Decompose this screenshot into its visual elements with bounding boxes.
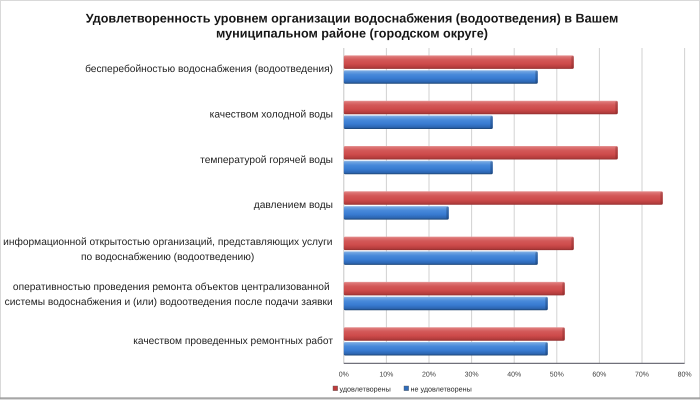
svg-text:оперативностью проведения ремо: оперативностью проведения ремонта объект… [13,282,330,293]
svg-text:80%: 80% [678,372,692,379]
svg-text:не удовлетворены: не удовлетворены [411,385,472,394]
svg-text:60%: 60% [592,372,606,379]
svg-text:давлением воды: давлением воды [254,200,333,211]
svg-text:50%: 50% [550,372,564,379]
svg-text:10%: 10% [379,372,393,379]
svg-text:20%: 20% [422,372,436,379]
svg-text:муниципальном районе (городско: муниципальном районе (городском округе) [216,27,488,41]
svg-text:системы водоснабжения и (или): системы водоснабжения и (или) водоотведе… [5,297,333,308]
svg-text:по водоснабжению (водоотведени: по водоснабжению (водоотведению) [81,252,254,263]
svg-text:качеством холодной воды: качеством холодной воды [210,109,333,120]
svg-text:качеством проведенных ремонтны: качеством проведенных ремонтных работ [133,336,333,347]
svg-text:0%: 0% [339,372,349,379]
svg-text:30%: 30% [465,372,479,379]
svg-text:бесперебойностью водоснабжения: бесперебойностью водоснабжения (водоотве… [85,64,333,75]
svg-text:температурой горячей воды: температурой горячей воды [200,155,333,166]
svg-text:Удовлетворенность уровнем орга: Удовлетворенность уровнем организации во… [86,12,619,26]
svg-text:удовлетворены: удовлетворены [340,385,391,394]
svg-text:40%: 40% [507,372,521,379]
svg-text:информационной открытостью орг: информационной открытостью организаций, … [3,237,332,248]
svg-text:70%: 70% [635,372,649,379]
